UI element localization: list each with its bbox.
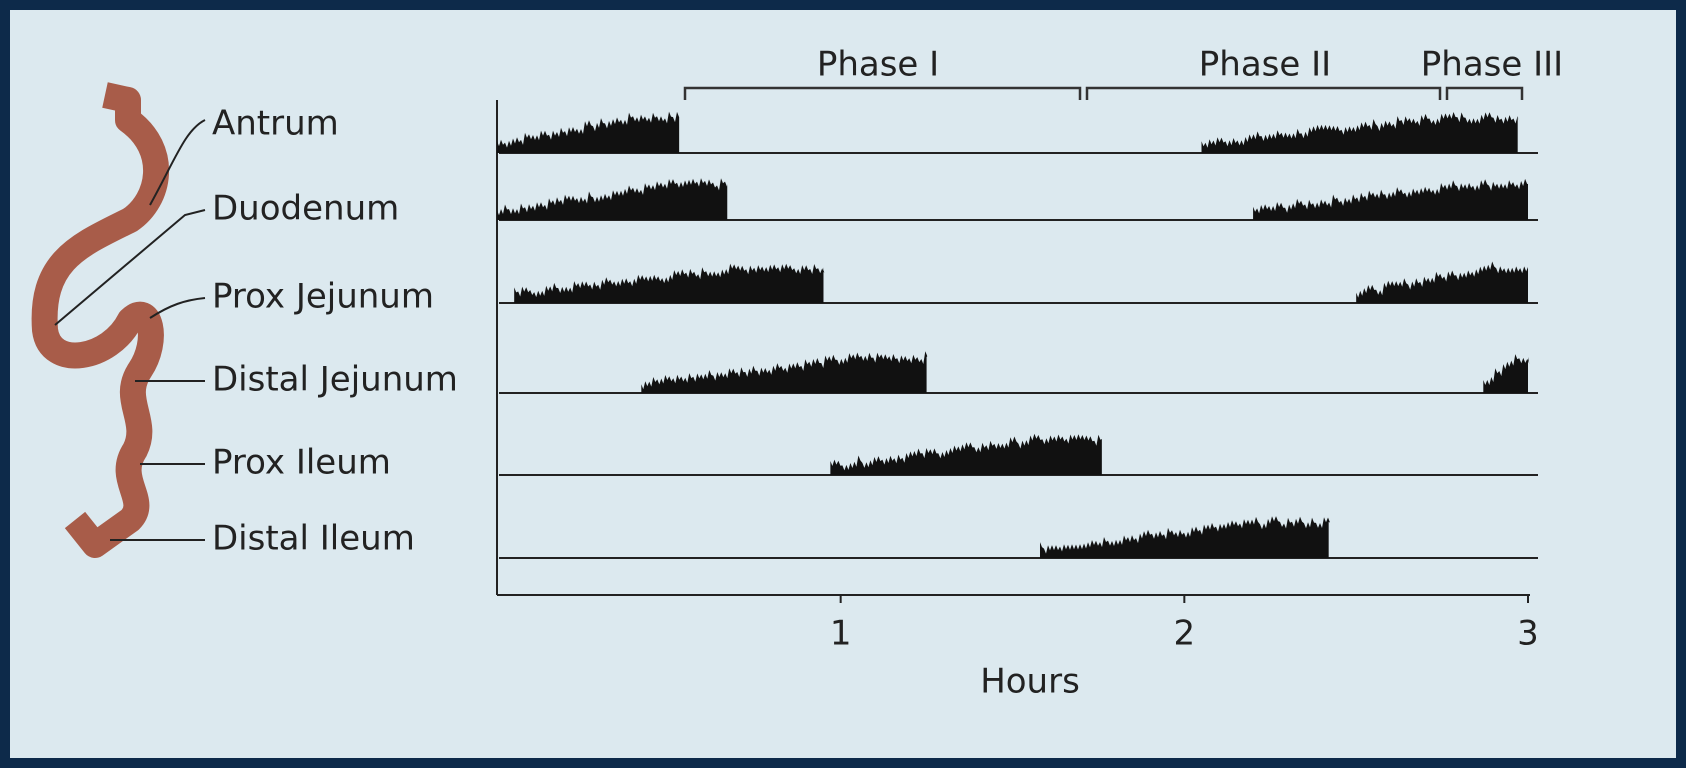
region-label: Antrum [212, 104, 339, 144]
activity-burst [1253, 178, 1528, 220]
axis-label: Hours [980, 662, 1080, 702]
gut-drawing [31, 82, 169, 558]
region-label: Prox Jejunum [212, 277, 434, 317]
region-label: Distal Ileum [212, 519, 415, 559]
activity-burst [1356, 261, 1528, 303]
activity-burst [830, 433, 1102, 475]
activity-burst [1039, 516, 1330, 558]
region-label: Distal Jejunum [212, 360, 458, 400]
activity-burst [1201, 112, 1520, 153]
phase-label: Phase III [1421, 45, 1563, 85]
activity-burst [1483, 354, 1530, 393]
leader-lines [54, 119, 206, 541]
x-tick-label: 3 [1517, 614, 1539, 654]
x-tick-label: 1 [830, 614, 852, 654]
x-tick-label: 2 [1174, 614, 1196, 654]
region-label: Duodenum [212, 189, 399, 229]
phase-label: Phase I [817, 45, 939, 85]
region-label: Prox Ileum [212, 443, 391, 483]
activity-burst [514, 263, 825, 303]
activity-burst [641, 351, 928, 393]
activity-burst [497, 178, 728, 220]
phase-brackets [683, 86, 1524, 100]
activity-burst [497, 111, 680, 153]
phase-label: Phase II [1199, 45, 1331, 85]
